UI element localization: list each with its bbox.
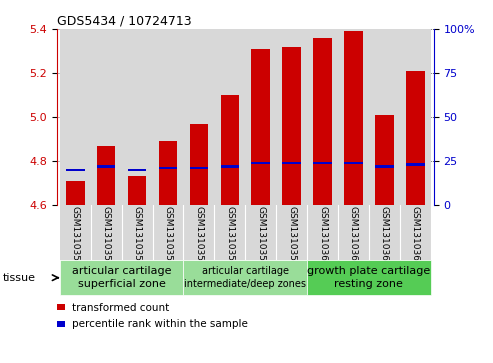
Bar (307, 205, 338, 260)
Text: articular cartilage
superficial zone: articular cartilage superficial zone (72, 266, 172, 289)
Bar (128, 168, 146, 171)
Bar (338, 205, 369, 260)
Text: GSM1310361: GSM1310361 (349, 206, 358, 267)
Text: GSM1310359: GSM1310359 (287, 206, 296, 267)
Bar (57, 304, 65, 310)
Bar (375, 165, 393, 168)
Text: GSM1310352: GSM1310352 (70, 206, 80, 267)
Bar (91, 29, 122, 205)
Text: GSM1310353: GSM1310353 (102, 206, 110, 267)
Bar (97, 146, 115, 205)
Bar (183, 205, 214, 260)
Text: GSM1310357: GSM1310357 (225, 206, 234, 267)
Text: growth plate cartilage
resting zone: growth plate cartilage resting zone (307, 266, 430, 289)
Bar (245, 29, 276, 205)
Text: GSM1310354: GSM1310354 (133, 206, 141, 267)
Bar (190, 124, 208, 205)
Bar (375, 115, 393, 205)
Bar (220, 165, 239, 168)
Bar (190, 167, 208, 170)
Bar (57, 321, 65, 327)
Bar (152, 205, 183, 260)
Bar (338, 29, 369, 205)
Bar (313, 38, 332, 205)
Text: GSM1310363: GSM1310363 (411, 206, 420, 267)
Bar (159, 141, 177, 205)
Text: GDS5434 / 10724713: GDS5434 / 10724713 (57, 15, 191, 28)
Bar (128, 176, 146, 205)
Text: articular cartilage
intermediate/deep zones: articular cartilage intermediate/deep zo… (184, 266, 306, 289)
Bar (159, 167, 177, 170)
Text: GSM1310360: GSM1310360 (318, 206, 327, 267)
Bar (214, 205, 245, 260)
Bar (220, 95, 239, 205)
Bar (369, 205, 400, 260)
Bar (122, 205, 152, 260)
Bar (122, 29, 152, 205)
Text: GSM1310355: GSM1310355 (164, 206, 173, 267)
Bar (91, 205, 122, 260)
Text: GSM1310356: GSM1310356 (194, 206, 204, 267)
Bar (313, 162, 332, 164)
Bar (406, 71, 424, 205)
FancyBboxPatch shape (183, 260, 307, 295)
Text: GSM1310362: GSM1310362 (380, 206, 389, 267)
Bar (276, 29, 307, 205)
Bar (214, 29, 245, 205)
Text: percentile rank within the sample: percentile rank within the sample (72, 319, 247, 329)
Bar (400, 29, 431, 205)
Bar (282, 162, 301, 164)
Bar (60, 205, 91, 260)
Bar (406, 163, 424, 166)
Bar (307, 29, 338, 205)
Bar (369, 29, 400, 205)
Bar (282, 46, 301, 205)
Bar (344, 31, 363, 205)
Bar (400, 205, 431, 260)
Text: GSM1310358: GSM1310358 (256, 206, 265, 267)
Bar (245, 205, 276, 260)
Bar (97, 165, 115, 168)
Bar (66, 181, 84, 205)
Bar (183, 29, 214, 205)
Text: tissue: tissue (2, 273, 35, 283)
Bar (276, 205, 307, 260)
Bar (66, 168, 84, 171)
Bar (344, 162, 363, 164)
Bar (60, 29, 91, 205)
FancyBboxPatch shape (307, 260, 431, 295)
Bar (152, 29, 183, 205)
Bar (251, 49, 270, 205)
Text: transformed count: transformed count (72, 303, 169, 313)
Bar (251, 162, 270, 164)
FancyBboxPatch shape (60, 260, 183, 295)
